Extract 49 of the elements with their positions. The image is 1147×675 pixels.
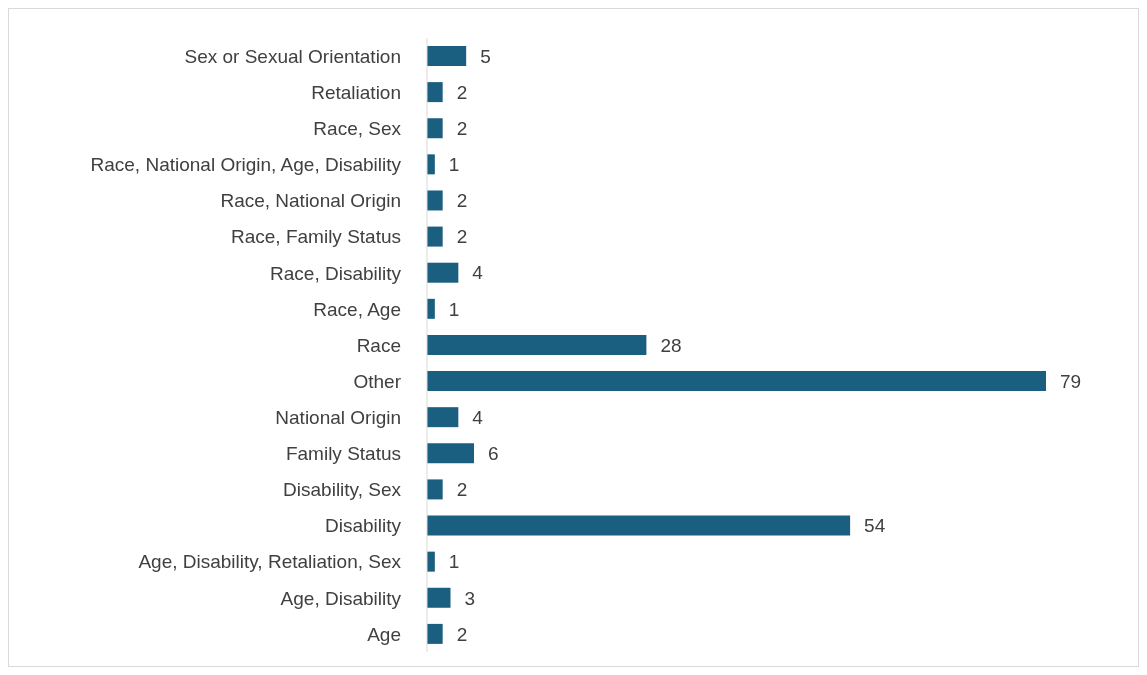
y-tick-label: Age: [367, 623, 401, 645]
y-tick-label: Sex or Sexual Orientation: [184, 45, 401, 67]
data-label: 4: [472, 262, 484, 284]
y-tick-label: Other: [353, 370, 402, 392]
bar: [427, 371, 1046, 392]
bar: [427, 443, 475, 464]
data-label: 54: [864, 515, 886, 537]
data-label: 1: [448, 154, 460, 176]
data-label: 2: [456, 190, 468, 212]
bar: [427, 407, 459, 428]
y-tick-label: Race, Age: [313, 298, 401, 320]
y-tick-label: National Origin: [275, 406, 401, 428]
data-label: 1: [448, 551, 460, 573]
bar: [427, 118, 443, 139]
y-tick-label: Race: [356, 334, 401, 356]
bar: [427, 262, 459, 283]
bar: [427, 46, 467, 66]
bar: [427, 334, 647, 355]
bar: [427, 515, 851, 536]
data-label: 1: [448, 298, 460, 320]
data-label: 2: [456, 226, 468, 248]
bar: [427, 226, 443, 247]
y-tick-label: Age, Disability, Retaliation, Sex: [138, 551, 402, 573]
y-tick-label: Race, Disability: [270, 262, 402, 284]
data-label: 6: [488, 443, 499, 465]
data-label: 3: [464, 587, 476, 609]
data-label: 2: [456, 117, 468, 139]
data-label: 2: [456, 81, 468, 103]
y-tick-label: Race, Family Status: [231, 226, 401, 248]
chart-frame: Sex or Sexual Orientation Retaliation Race, Sex Race, National Origin, Age, Disability Race, National Origin Race, Family Status Race, Disability Race, Age Race Other National Origin Family Status Disability, Sex Disability Age, Disability, Retaliation, Sex Age, Disability Age 5 2 2 1 2 2 4 1 28 79 4 6 2 54 1 3 2: [8, 8, 1139, 667]
data-label: 79: [1060, 370, 1082, 392]
y-tick-label: Race, National Origin, Age, Disability: [90, 154, 402, 176]
y-tick-label: Age, Disability: [280, 587, 402, 609]
data-label: 2: [456, 479, 468, 501]
y-tick-label: Disability: [324, 515, 402, 537]
data-label: 5: [480, 45, 491, 67]
y-tick-label: Disability, Sex: [283, 479, 402, 501]
bar: [427, 82, 443, 103]
y-tick-label: Family Status: [285, 443, 401, 465]
data-label: 2: [456, 623, 468, 645]
bar: [427, 623, 443, 644]
y-tick-label: Race, National Origin: [220, 190, 401, 212]
y-tick-label: Retaliation: [311, 81, 401, 103]
bar: [427, 479, 443, 500]
y-tick-label: Race, Sex: [313, 118, 402, 140]
bar: [427, 587, 451, 608]
bar: [427, 190, 443, 211]
data-label: 28: [660, 334, 682, 356]
data-label: 4: [472, 406, 484, 428]
